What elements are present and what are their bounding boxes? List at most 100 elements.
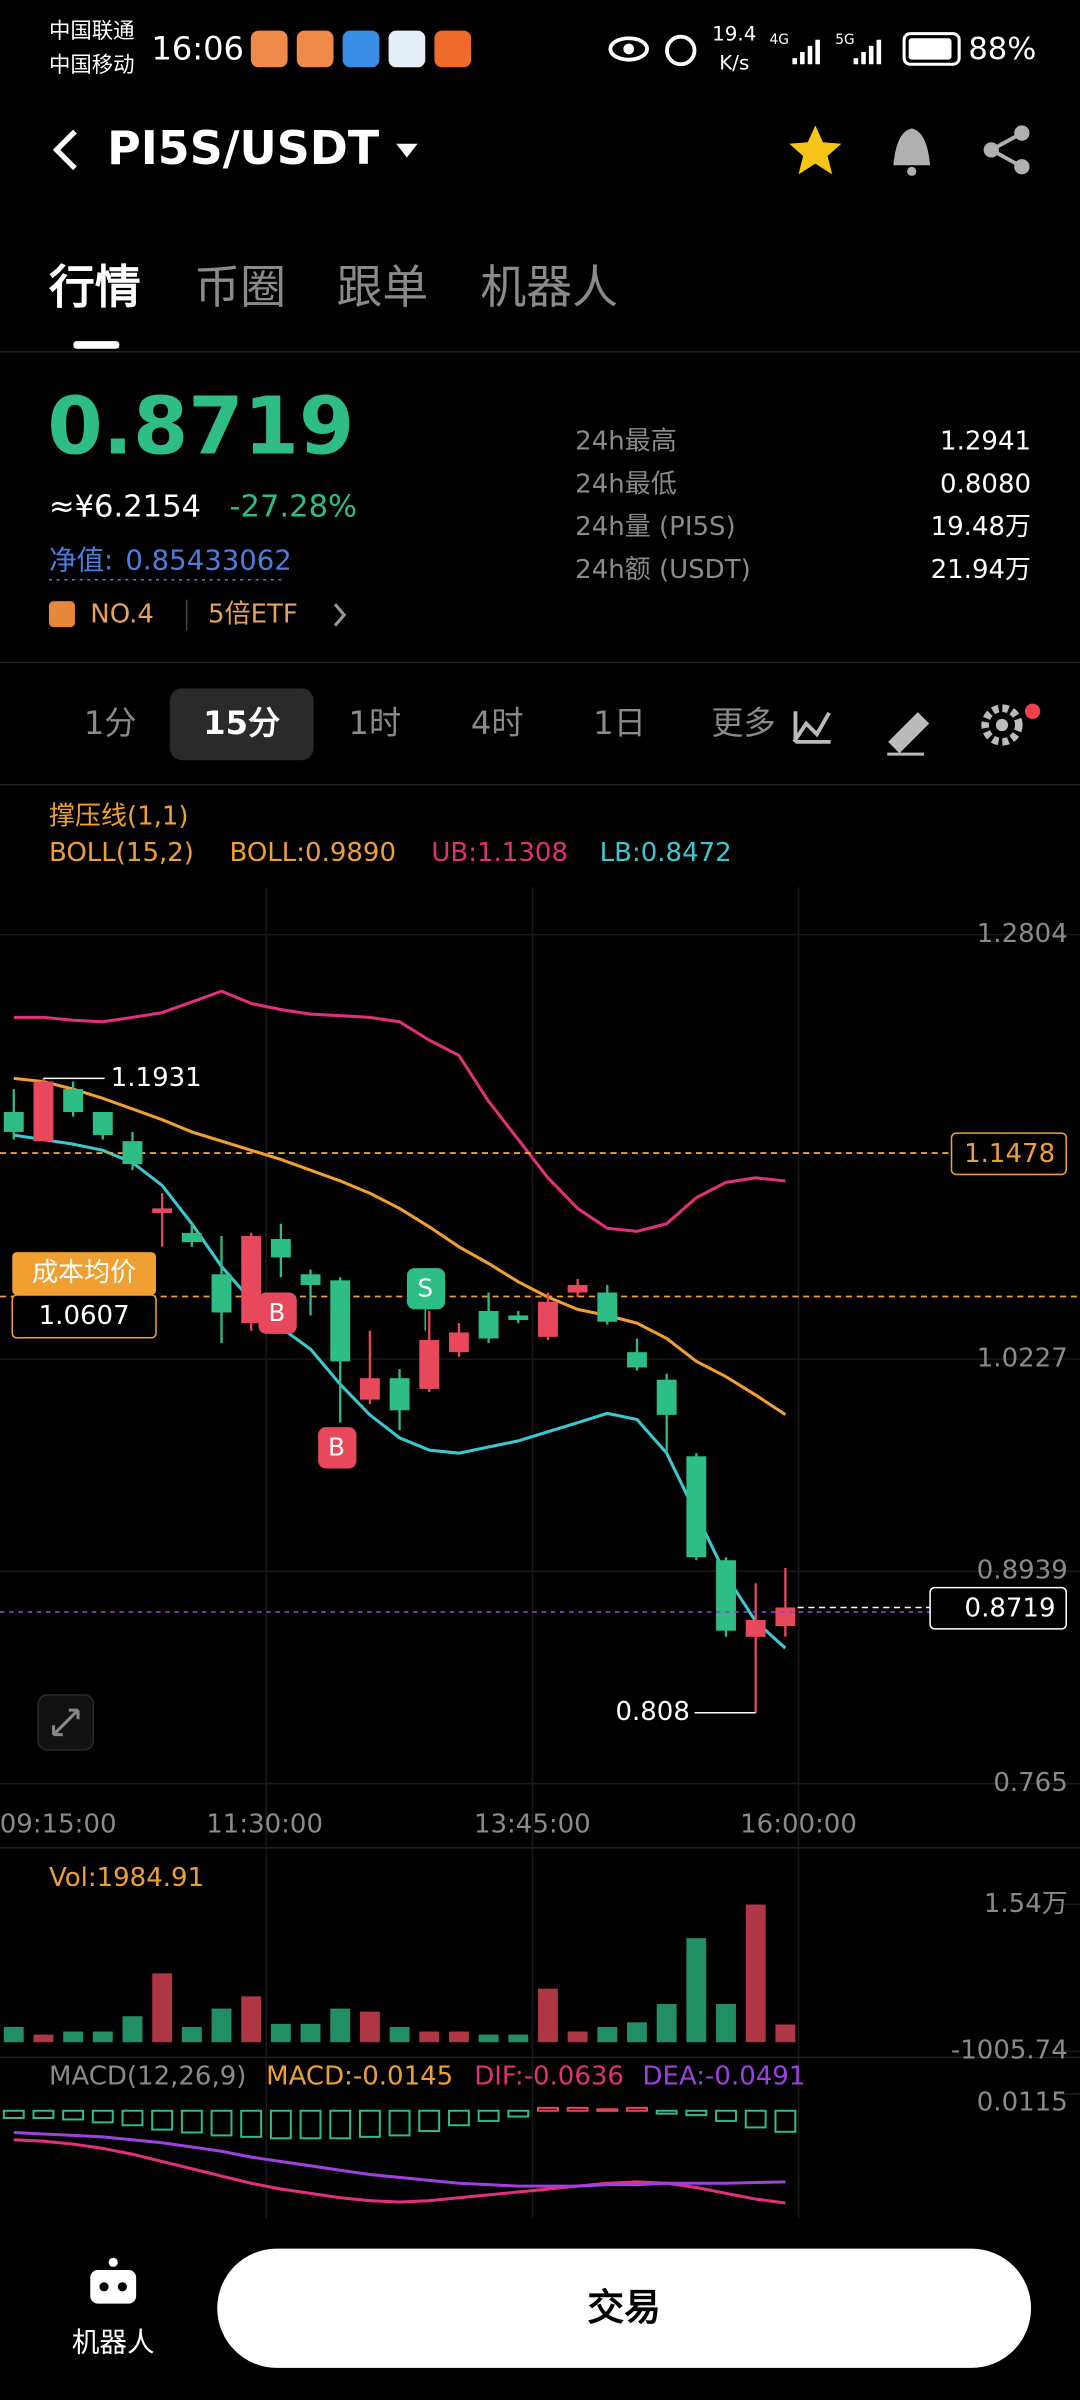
alert-bell <box>907 166 917 176</box>
volume-tick-label: 1.54万 <box>984 1889 1068 1919</box>
battery-percent: 88% <box>968 32 1036 67</box>
app-icon <box>388 30 426 68</box>
tab[interactable]: 机器人 <box>480 260 618 314</box>
volume-bar <box>63 2031 84 2043</box>
chevron <box>333 603 347 627</box>
nav-value: 0.85433062 <box>125 544 291 576</box>
macd-bar <box>774 2109 797 2133</box>
interval[interactable]: 4时 <box>471 704 524 742</box>
candle-body <box>448 1332 469 1353</box>
fullscreen-icon <box>52 1708 80 1737</box>
pair-title[interactable]: PI5S/USDT <box>107 121 380 175</box>
network: 4G <box>769 32 788 48</box>
candle-body <box>181 1232 202 1243</box>
nav-label: 净值: <box>49 544 113 576</box>
battery-icon <box>902 32 961 66</box>
etf-tag[interactable]: 5倍ETF <box>208 599 298 629</box>
stat-value: 1.2941 <box>940 427 1031 457</box>
pair-dropdown[interactable] <box>396 143 418 158</box>
cost-label: 成本均价 <box>32 1258 136 1288</box>
back-button[interactable] <box>52 129 77 171</box>
stat-value: 19.48万 <box>931 512 1031 542</box>
robot-button[interactable]: 机器人 <box>72 2257 155 2359</box>
trade-button[interactable] <box>217 2248 1032 2368</box>
macd-bar <box>180 2109 203 2134</box>
macd-legend: DIF:-0.0636 <box>474 2062 624 2092</box>
status-bar: 中国联通 中国移动 16:06 19.4 K/s 4G 5G 88% <box>49 19 1036 78</box>
macd-bar <box>447 2109 470 2127</box>
tab-active[interactable]: 行情 <box>49 260 141 314</box>
tabs: 行情 币圈 跟单 机器人 <box>0 260 1080 353</box>
battery-level <box>908 38 952 60</box>
volume-bar <box>152 1973 173 2043</box>
macd-bar <box>596 2108 619 2112</box>
stat-label: 24h最高 <box>575 427 677 457</box>
last-price: 0.8719 <box>47 379 354 472</box>
y-tick-label: 1.2804 <box>977 919 1068 949</box>
candle-body <box>686 1456 707 1558</box>
interval[interactable]: 1日 <box>593 704 646 742</box>
stat-value: 0.8080 <box>940 469 1031 499</box>
share-icon <box>987 131 1023 169</box>
volume-bar <box>775 2024 796 2043</box>
share-button[interactable] <box>983 125 1030 175</box>
candle-body <box>33 1081 54 1142</box>
macd-bar <box>418 2109 441 2133</box>
candle-body <box>92 1112 113 1136</box>
buy-marker-label: B <box>328 1433 345 1462</box>
candle-body <box>567 1284 588 1293</box>
volume-bar <box>597 2026 618 2043</box>
macd-bar <box>121 2109 144 2127</box>
tab[interactable]: 跟单 <box>337 260 429 314</box>
low-label: 0.808 <box>615 1697 689 1727</box>
macd-bar <box>2 2109 25 2119</box>
carrier: 中国联通 <box>49 19 135 44</box>
boll-line <box>13 989 786 1233</box>
boll-legend: UB:1.1308 <box>431 838 568 868</box>
price-line-label: 0.8719 <box>965 1594 1056 1624</box>
app-icon <box>342 30 380 68</box>
volume-bar <box>419 2031 440 2043</box>
notification-dot <box>1024 703 1041 719</box>
candle-body <box>3 1112 24 1132</box>
trade-button-label: 交易 <box>587 2286 660 2329</box>
volume-bar <box>389 2026 410 2043</box>
candle-body <box>330 1280 351 1362</box>
candle-body <box>211 1274 232 1313</box>
interval-selected-bg <box>169 688 314 761</box>
macd-bar <box>715 2109 737 2122</box>
candle-body <box>359 1378 380 1400</box>
price-line-box <box>929 1586 1067 1630</box>
indicator-button[interactable] <box>792 711 831 744</box>
macd-bar <box>358 2109 381 2138</box>
indicator-title: 撑压线(1,1) <box>49 801 189 831</box>
sell-marker <box>406 1268 446 1310</box>
draw-button[interactable] <box>887 712 930 756</box>
interval[interactable]: 1时 <box>349 704 402 742</box>
candle-body <box>745 1619 766 1637</box>
rank[interactable]: NO.4 <box>90 599 154 629</box>
alert-bell[interactable] <box>893 128 931 166</box>
volume-bar <box>211 2008 232 2043</box>
macd-bar <box>388 2109 411 2137</box>
volume-bar <box>92 2031 113 2043</box>
tab[interactable]: 币圈 <box>194 260 286 314</box>
network: 5G <box>835 32 854 48</box>
volume-bar <box>745 1904 766 2043</box>
buy-marker-label: B <box>268 1298 285 1327</box>
volume-bar <box>478 2034 499 2043</box>
cost-label-bg <box>12 1252 157 1295</box>
candle-body <box>478 1310 499 1339</box>
volume-bar <box>330 2008 351 2043</box>
favorite-star[interactable] <box>789 125 842 175</box>
volume-bar <box>241 1996 262 2043</box>
interval[interactable]: 1分 <box>84 704 137 742</box>
eye-icon <box>623 43 635 55</box>
settings-button[interactable] <box>981 704 1023 746</box>
interval-active[interactable]: 15分 <box>203 704 280 742</box>
interval[interactable]: 更多 <box>711 704 775 742</box>
candle-body <box>63 1089 84 1113</box>
carrier: 中国移动 <box>49 53 135 78</box>
